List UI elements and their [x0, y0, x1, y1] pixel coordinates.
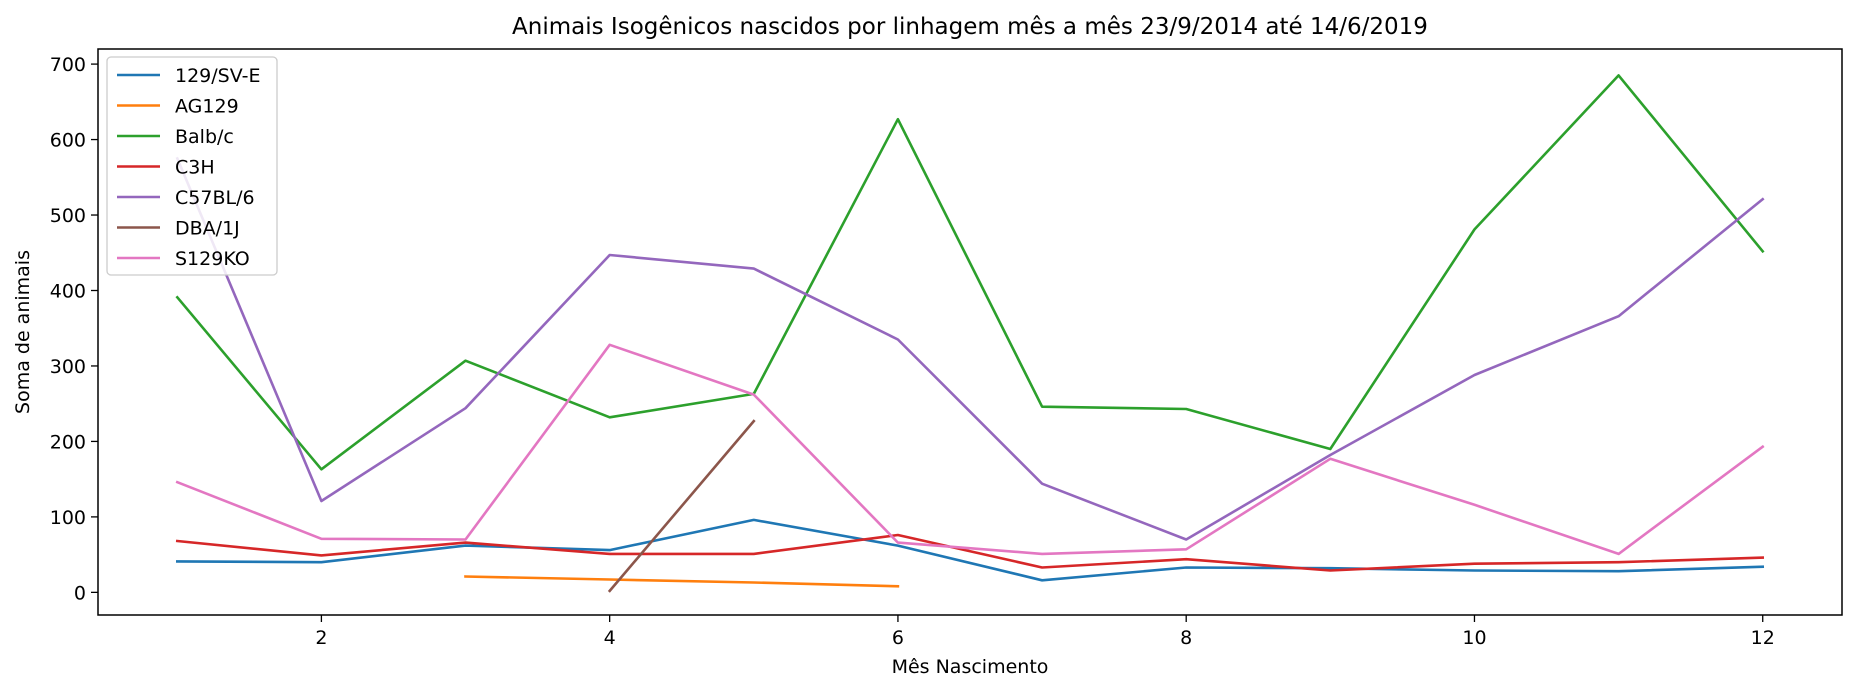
series-line-c3h	[175, 533, 1765, 572]
x-tick-label: 6	[892, 627, 904, 649]
x-tick-label: 8	[1180, 627, 1192, 649]
y-tick-label: 100	[50, 507, 86, 529]
series-lines	[175, 74, 1765, 593]
legend-label-s129ko: S129KO	[175, 248, 250, 270]
legend-label-129-sv-e: 129/SV-E	[175, 65, 260, 87]
x-tick-label: 2	[315, 627, 327, 649]
series-line-dba-1j	[607, 419, 756, 593]
chart-title: Animais Isogênicos nascidos por linhagem…	[512, 14, 1428, 40]
y-tick-label: 700	[50, 54, 86, 76]
x-axis-ticks: 2 4 6 8 10 12	[315, 615, 1775, 649]
y-tick-label: 200	[50, 431, 86, 453]
series-line-c57bl-6	[175, 156, 1765, 541]
legend-label-c57bl-6: C57BL/6	[175, 187, 255, 209]
plot-area: 2 4 6 8 10 12 0 100 200 300 400 500 600 700	[50, 48, 1843, 649]
y-tick-label: 600	[50, 130, 86, 152]
legend-items: 129/SV-E AG129 Balb/c C3H C57BL/6 DBA/1J S129K…	[117, 65, 260, 270]
legend-box	[106, 56, 278, 276]
series-line-129-sv-e	[175, 518, 1765, 582]
x-axis-label: Mês Nascimento	[892, 656, 1049, 678]
plot-frame	[97, 48, 1843, 616]
series-line-ag129	[464, 575, 900, 588]
y-axis-ticks: 0 100 200 300 400 500 600 700	[50, 54, 98, 604]
legend-label-dba-1j: DBA/1J	[175, 218, 240, 240]
y-tick-label: 300	[50, 356, 86, 378]
y-tick-label: 0	[74, 582, 86, 604]
legend: 129/SV-E AG129 Balb/c C3H C57BL/6 DBA/1J S129K…	[106, 56, 278, 276]
y-axis-label: Soma de animais	[12, 250, 34, 414]
y-tick-label: 400	[50, 280, 86, 302]
legend-label-ag129: AG129	[175, 96, 239, 118]
x-tick-label: 12	[1751, 627, 1775, 649]
series-line-s129ko	[175, 343, 1765, 556]
series-line-balb-c	[175, 74, 1765, 471]
x-tick-label: 10	[1462, 627, 1486, 649]
legend-label-c3h: C3H	[175, 157, 215, 179]
x-tick-label: 4	[604, 627, 616, 649]
y-tick-label: 500	[50, 205, 86, 227]
legend-label-balb-c: Balb/c	[175, 126, 234, 148]
